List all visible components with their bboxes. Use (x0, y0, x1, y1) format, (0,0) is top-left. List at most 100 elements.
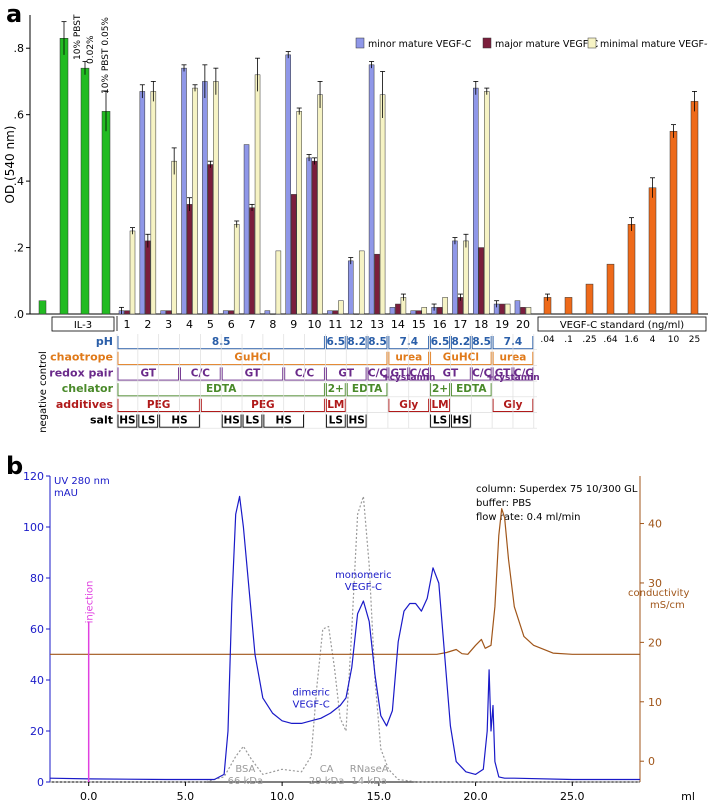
row-entry: 8.2 (347, 336, 366, 348)
row-entry: GT (495, 367, 511, 379)
bar-minor (473, 87, 479, 315)
y-tick-label-b: 20 (30, 725, 44, 738)
peak-annotation: BSA (235, 764, 255, 775)
il3-annotation: 10% PBST 0.05% (101, 17, 111, 94)
standard-bar (669, 131, 678, 315)
x-axis-unit-b: ml (681, 790, 695, 803)
bar-minimal (275, 250, 282, 315)
info-line: column: Superdex 75 10/300 GL (476, 484, 638, 495)
standard-concentration-label: .64 (603, 335, 618, 345)
il3-box (51, 316, 115, 332)
bar-minor (139, 91, 146, 315)
row-bracket (513, 367, 534, 381)
bar-major (332, 310, 339, 315)
condition-label: 18 (474, 318, 488, 331)
il3-bar (80, 67, 90, 315)
row-bracket (117, 414, 138, 428)
conductivity-trace (50, 508, 640, 655)
y-tick-label-a: .2 (14, 242, 25, 255)
bar-major (290, 194, 297, 315)
line-chart-panel-b: 0 20 40 60 80 100 120 0 10 20 30 40 0.0 5.0 10.0 15.0 20… (23, 470, 695, 803)
bar-major (353, 313, 359, 315)
row-entry: HS (223, 415, 239, 427)
standard-bar (585, 283, 594, 315)
row-entry: 8.5 (368, 336, 387, 348)
row-bracket (221, 414, 242, 428)
bar-minimal (150, 91, 157, 315)
bar-minor (410, 310, 417, 315)
row-bracket (430, 383, 450, 397)
row-entry: 8.2 (452, 336, 471, 348)
y2-tick-label-b: 10 (648, 696, 662, 709)
bar-minor (202, 81, 208, 315)
y-tick-label-b: 0 (37, 776, 44, 789)
standard-bar (564, 297, 573, 315)
row-label: chaotrope (50, 351, 113, 364)
row-bracket (221, 367, 284, 381)
row-entry: C/C (410, 367, 430, 379)
bar-major (395, 303, 401, 315)
bar-major (124, 310, 130, 315)
standard-concentration-label: .1 (564, 335, 573, 345)
standard-concentration-label: 25 (689, 335, 700, 345)
bar-minimal (129, 230, 136, 315)
x-tick-label-b: 25.0 (560, 790, 585, 803)
y-tick-label-a: .6 (14, 109, 25, 122)
row-entry: HS (119, 415, 135, 427)
row-bracket (492, 367, 513, 381)
standard-concentration-label: 1.6 (624, 335, 639, 345)
row-bracket (471, 367, 492, 381)
row-bracket (367, 367, 388, 381)
bar-minor (222, 310, 229, 315)
condition-label: 1 (124, 318, 131, 331)
bar-minimal (421, 307, 428, 315)
bar-major (478, 247, 485, 315)
cystamin-note: +cystamin (382, 373, 435, 383)
condition-label: 2 (144, 318, 151, 331)
condition-label: 15 (412, 318, 426, 331)
peak-annotation: 29 kDa (309, 776, 345, 787)
y-tick-label-a: .8 (14, 42, 25, 55)
condition-label: 7 (249, 318, 256, 331)
legend-label-minimal: minimal mature VEGF-C (600, 39, 708, 50)
bar-minimal (171, 160, 177, 315)
bar-minor (243, 144, 250, 315)
y-axis-label-a: OD (540 nm) (3, 126, 17, 204)
row-entry: LS (141, 415, 155, 427)
peak-annotation: dimeric (292, 687, 329, 698)
row-bracket (450, 336, 471, 350)
row-bracket (430, 414, 450, 428)
row-entry: C/C (368, 367, 388, 379)
injection-label: injection (85, 581, 96, 624)
condition-label: 9 (290, 318, 297, 331)
bar-minimal (254, 74, 261, 315)
y2-tick-label-b: 30 (648, 577, 662, 590)
y-tick-label-b: 80 (30, 572, 44, 585)
bar-minor (347, 260, 354, 315)
bar-minor (389, 307, 396, 315)
y-tick-label-a: .4 (14, 175, 25, 188)
row-entry: GT (245, 367, 261, 379)
row-bracket (325, 336, 346, 350)
standard-bar (648, 187, 657, 315)
y2-tick-label-b: 0 (648, 755, 655, 768)
row-bracket (325, 383, 346, 397)
row-entry: 2+ (328, 383, 344, 395)
bar-minimal (504, 303, 511, 315)
bar-minor (306, 157, 312, 315)
condition-label: 6 (228, 318, 235, 331)
row-bracket (388, 367, 409, 381)
bar-minor (264, 310, 271, 315)
row-entry: 6.5 (431, 336, 450, 348)
row-entry: GuHCl (234, 352, 270, 364)
standard-bar (627, 224, 636, 315)
row-label: salt (90, 414, 113, 427)
bar-minimal (317, 94, 323, 315)
bar-major (416, 310, 422, 315)
row-bracket (430, 336, 450, 350)
bar-major (311, 160, 318, 315)
legend-swatch-minimal (587, 37, 597, 49)
condition-label: 14 (391, 318, 405, 331)
row-label: chelator (62, 382, 114, 395)
peak-annotation: RNaseA (350, 764, 389, 775)
